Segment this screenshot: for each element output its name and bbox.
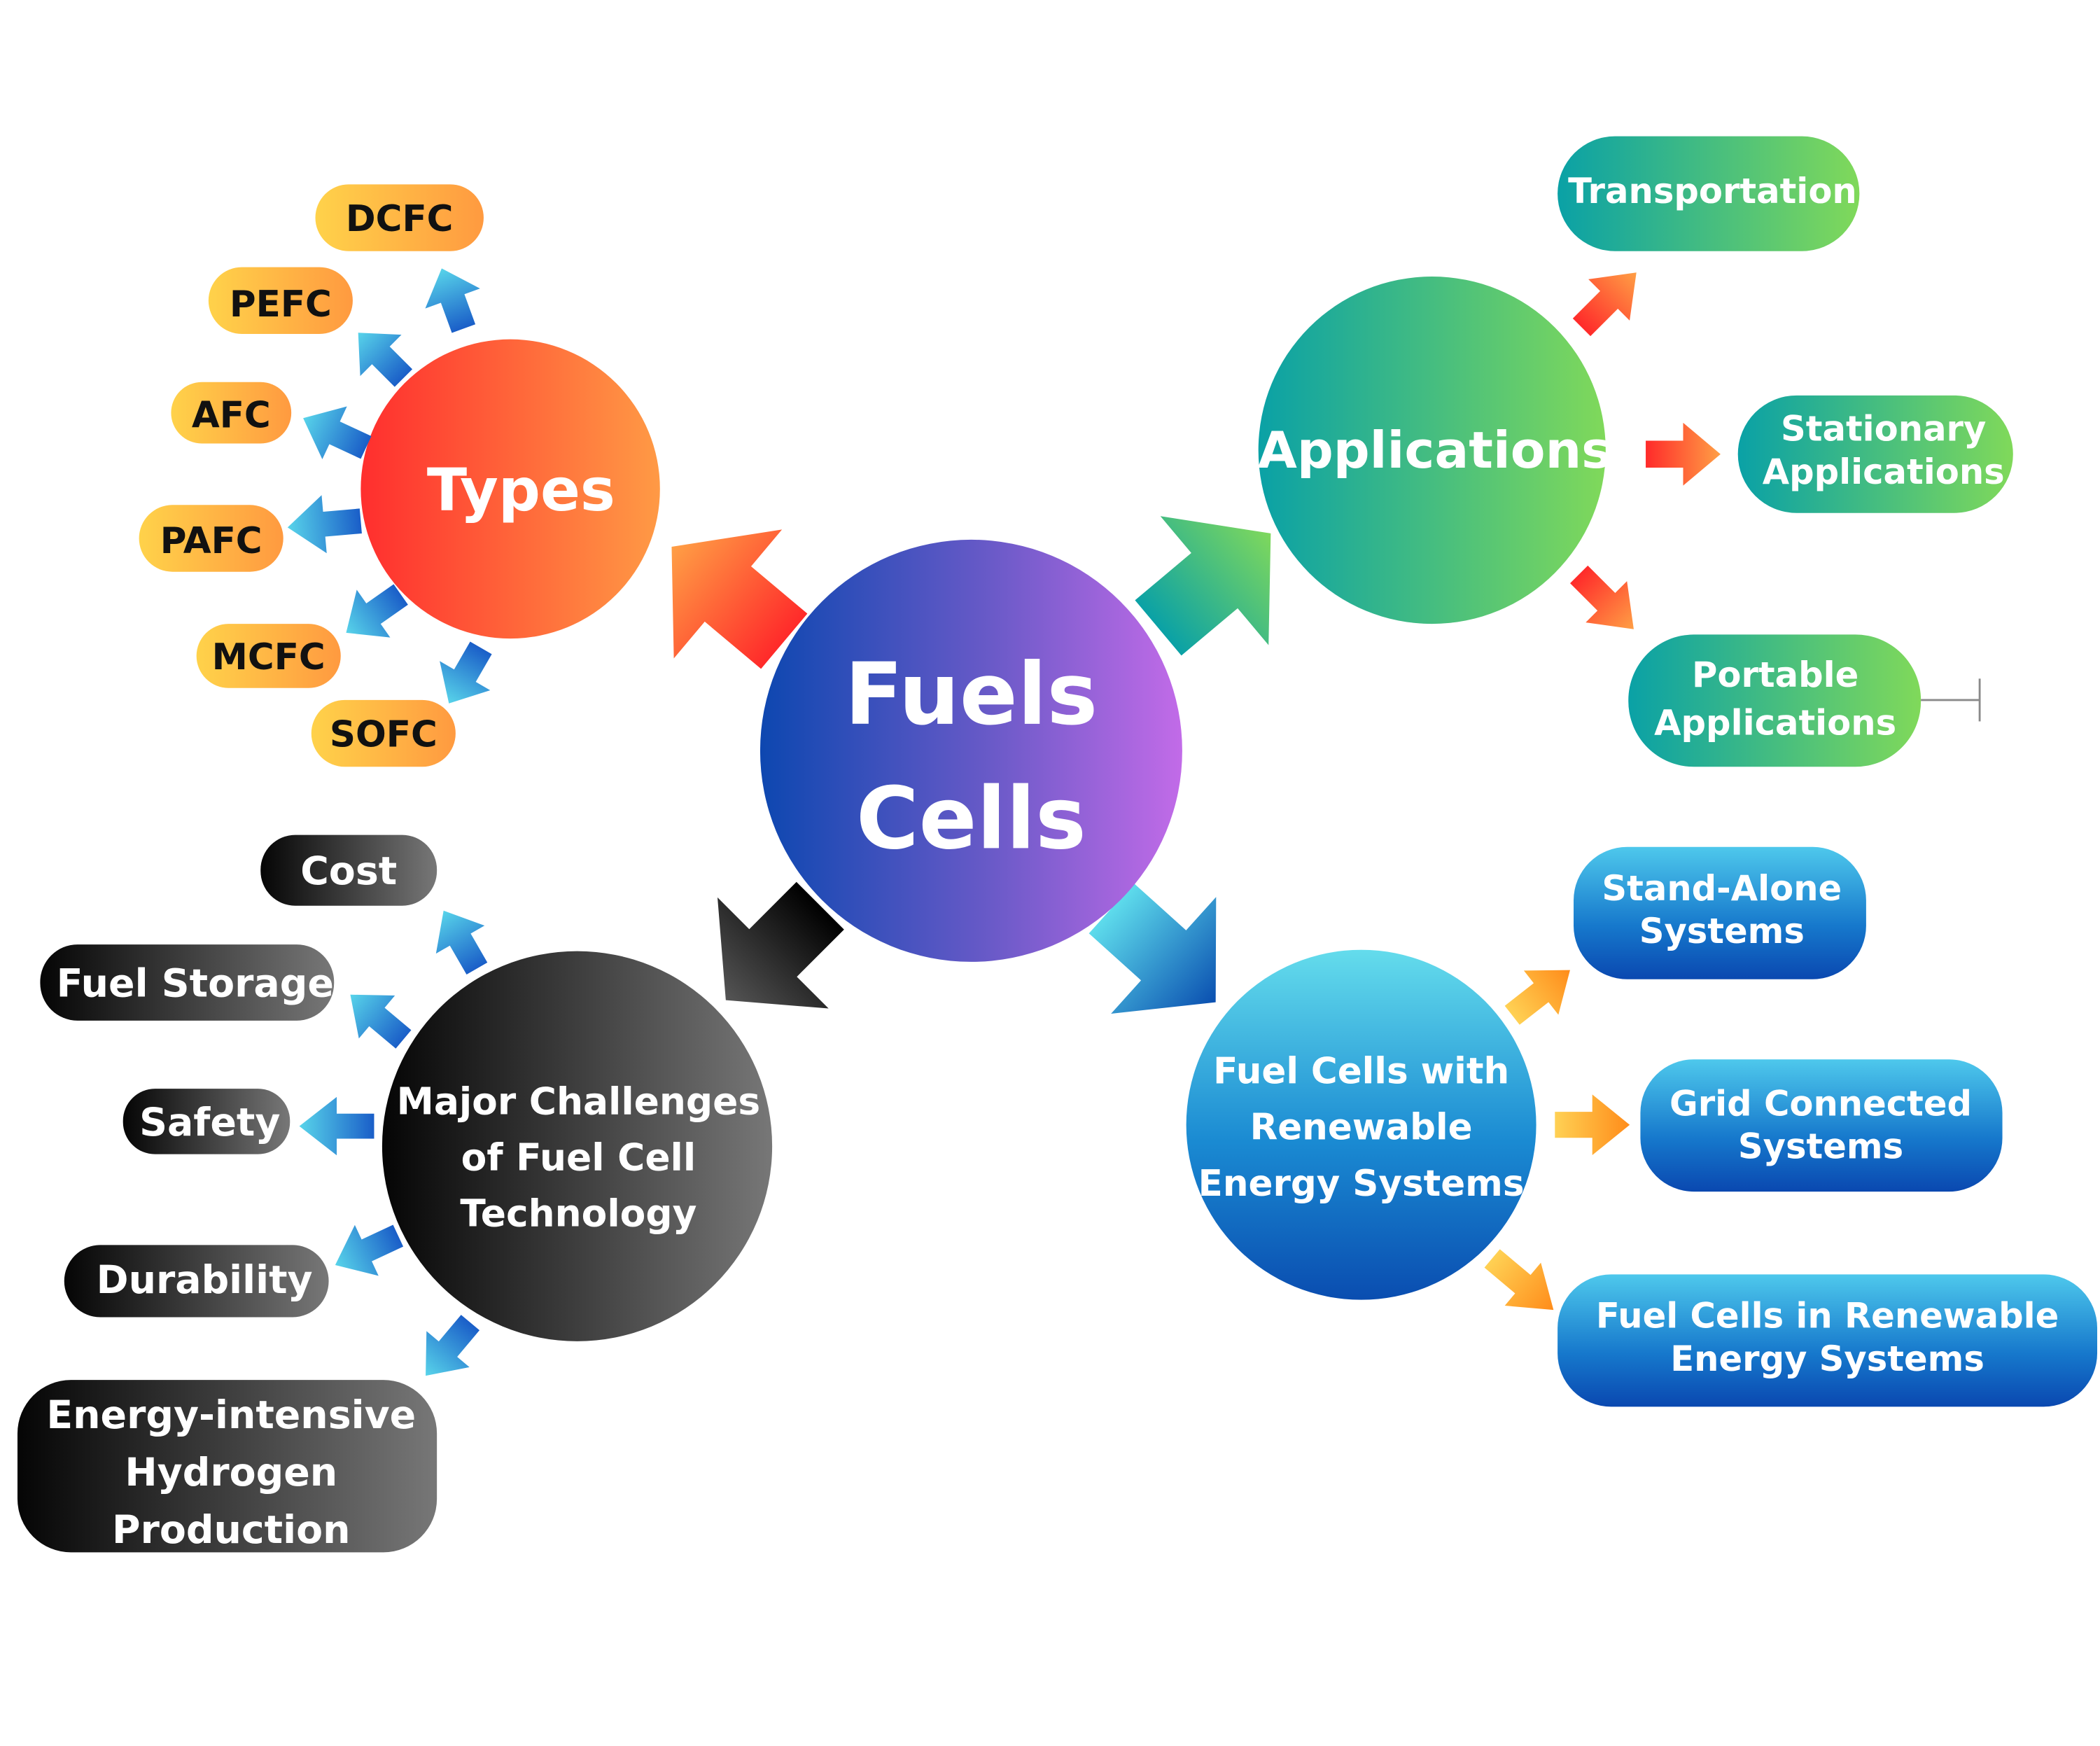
arrow-to-dcfc	[414, 258, 491, 339]
types-title: Types	[427, 456, 615, 524]
renewable-title-line2: Renewable	[1250, 1107, 1473, 1149]
renewable-pill-fc-renewable: Fuel Cells in Renewable Energy Systems	[1558, 1274, 2098, 1407]
type-pill-dcfc: DCFC	[315, 184, 484, 251]
app-pill-stationary: Stationary Applications	[1737, 395, 2013, 513]
arrow-to-durability	[323, 1210, 410, 1291]
challenge-pill-hydrogen: Energy-intensive Hydrogen Production	[17, 1380, 438, 1553]
renewable-label-grid-2: Systems	[1738, 1126, 1903, 1166]
arrow-to-cost	[419, 896, 502, 983]
arrow-to-stationary	[1646, 422, 1721, 486]
applications-node: Applications	[1258, 276, 1612, 624]
arrow-to-fc-renewable	[1474, 1236, 1572, 1332]
app-label-portable-1: Portable	[1692, 655, 1858, 695]
renewable-pills: Stand-Alone Systems Grid Connected Syste…	[1558, 846, 2098, 1407]
type-pill-mcfc: MCFC	[196, 624, 341, 688]
types-node: Types	[360, 339, 660, 639]
challenge-label-durability: Durability	[97, 1258, 313, 1303]
challenge-label-hydrogen-2: Hydrogen	[125, 1451, 337, 1495]
renewable-title-line1: Fuel Cells with	[1213, 1051, 1509, 1093]
renewable-label-fc-renewable-2: Energy Systems	[1670, 1339, 1984, 1379]
challenge-label-cost: Cost	[300, 849, 397, 894]
type-label-afc: AFC	[192, 395, 271, 437]
challenge-pill-cost: Cost	[260, 834, 438, 906]
renewable-node: Fuel Cells with Renewable Energy Systems	[1186, 949, 1536, 1300]
renewable-label-stand-alone-1: Stand-Alone	[1602, 868, 1842, 909]
type-pill-afc: AFC	[171, 382, 292, 444]
challenges-title-line3: Technology	[460, 1192, 696, 1236]
renewable-pill-grid: Grid Connected Systems	[1640, 1059, 2003, 1192]
renewable-label-grid-1: Grid Connected	[1670, 1083, 1972, 1124]
challenge-label-fuel-storage: Fuel Storage	[57, 962, 334, 1007]
app-label-stationary-2: Applications	[1763, 452, 2005, 492]
challenge-label-safety: Safety	[139, 1101, 280, 1145]
challenge-label-hydrogen-3: Production	[112, 1508, 350, 1553]
challenge-label-hydrogen-1: Energy-intensive	[46, 1393, 416, 1438]
challenge-pill-durability: Durability	[64, 1245, 329, 1318]
type-label-sofc: SOFC	[330, 714, 438, 756]
renewable-pill-stand-alone: Stand-Alone Systems	[1574, 846, 1866, 979]
app-pill-transportation: Transportation	[1558, 136, 1860, 251]
applications-pills: Transportation Stationary Applications P…	[1558, 136, 2013, 767]
applications-title: Applications	[1258, 421, 1612, 480]
challenges-title-line1: Major Challenges	[397, 1079, 760, 1123]
arrow-to-fuel-storage	[332, 973, 422, 1061]
arrow-to-portable	[1558, 554, 1655, 650]
type-label-dcfc: DCFC	[346, 198, 454, 240]
challenge-pill-safety: Safety	[122, 1089, 290, 1154]
challenges-node: Major Challenges of Fuel Cell Technology	[382, 951, 773, 1341]
arrow-to-stand-alone	[1494, 948, 1588, 1038]
app-label-transportation: Transportation	[1568, 171, 1857, 211]
arrow-to-grid	[1555, 1094, 1630, 1155]
center-title-line1: Fuels	[845, 645, 1098, 744]
arrow-to-safety	[299, 1096, 374, 1156]
type-pill-pafc: PAFC	[139, 505, 284, 572]
arrow-to-transportation	[1560, 251, 1658, 348]
types-pills: DCFC PEFC AFC PAFC MCFC SOFC	[139, 184, 484, 767]
type-pill-pefc: PEFC	[208, 267, 353, 335]
challenges-pills: Cost Fuel Storage Safety Durability Ener…	[17, 834, 438, 1553]
arrow-to-pafc	[285, 491, 364, 557]
challenges-title-line2: of Fuel Cell	[461, 1136, 696, 1180]
renewable-title-line3: Energy Systems	[1198, 1163, 1525, 1205]
app-label-stationary-1: Stationary	[1781, 409, 1986, 449]
arrow-to-hydrogen	[404, 1304, 492, 1394]
type-label-mcfc: MCFC	[212, 636, 326, 678]
renewable-label-stand-alone-2: Systems	[1639, 911, 1805, 951]
type-label-pefc: PEFC	[230, 284, 332, 326]
connector-tick	[1921, 678, 1981, 722]
challenge-pill-fuel-storage: Fuel Storage	[40, 944, 335, 1021]
type-pill-sofc: SOFC	[311, 699, 456, 767]
app-pill-portable: Portable Applications	[1628, 634, 1921, 767]
center-title-line2: Cells	[856, 769, 1086, 869]
renewable-label-fc-renewable-1: Fuel Cells in Renewable	[1596, 1296, 2059, 1336]
type-label-pafc: PAFC	[160, 520, 262, 562]
center-node: Fuels Cells	[760, 539, 1182, 962]
app-label-portable-2: Applications	[1654, 703, 1896, 743]
